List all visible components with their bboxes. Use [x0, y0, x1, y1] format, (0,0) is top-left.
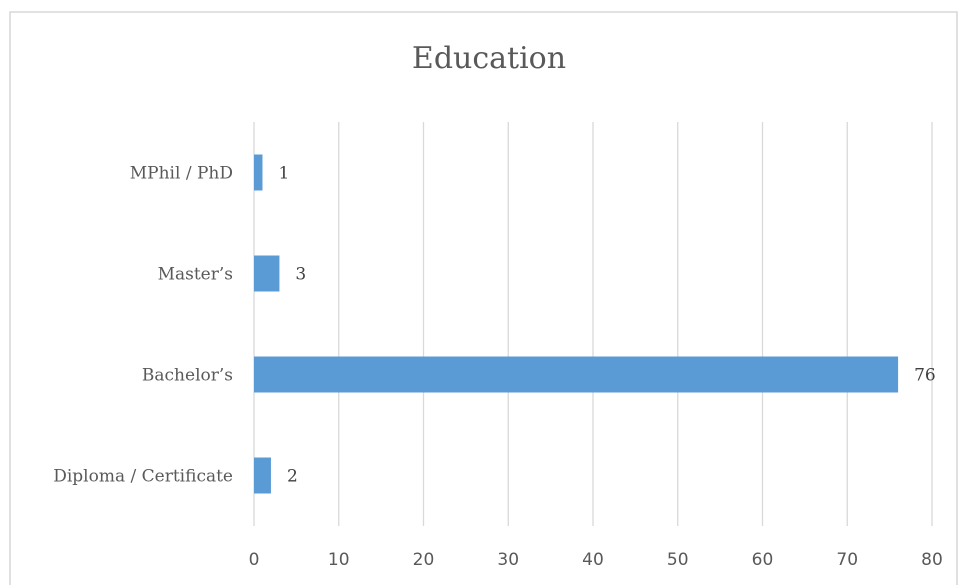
bar-bachelor-s: [254, 356, 899, 393]
bar-diploma-certificate: [254, 457, 271, 494]
data-label-mphil-phd: 1: [278, 164, 289, 184]
chart-border: [9, 11, 958, 585]
category-label-mphil-phd: MPhil / PhD: [130, 164, 233, 184]
x-tick-label-10: 10: [328, 550, 350, 570]
x-tick-label-60: 60: [752, 550, 774, 570]
data-labels: 2 76 3 1: [278, 164, 935, 487]
category-label-master-s: Master’s: [158, 265, 233, 285]
x-tick-label-20: 20: [413, 550, 435, 570]
category-label-diploma-certificate: Diploma / Certificate: [53, 467, 233, 487]
x-tick-label-80: 80: [921, 550, 943, 570]
category-label-bachelor-s: Bachelor’s: [142, 366, 233, 386]
x-tick-label-50: 50: [667, 550, 689, 570]
bar-master-s: [254, 255, 280, 292]
x-tick-label-40: 40: [582, 550, 604, 570]
x-tick-label-30: 30: [497, 550, 519, 570]
gridlines: [253, 122, 933, 526]
chart-title: Education: [412, 41, 566, 76]
bars: [254, 154, 899, 494]
bar-mphil-phd: [254, 154, 263, 191]
data-label-bachelor-s: 76: [914, 366, 936, 386]
category-labels: Diploma / Certificate Bachelor’s Master’s M…: [53, 164, 233, 487]
x-tick-labels: 0 10 20 30 40 50 60 70 80: [249, 550, 943, 570]
x-tick-label-0: 0: [249, 550, 260, 570]
data-label-diploma-certificate: 2: [287, 467, 298, 487]
data-label-master-s: 3: [295, 265, 306, 285]
chart-border-line: [9, 11, 958, 585]
x-tick-label-70: 70: [836, 550, 858, 570]
